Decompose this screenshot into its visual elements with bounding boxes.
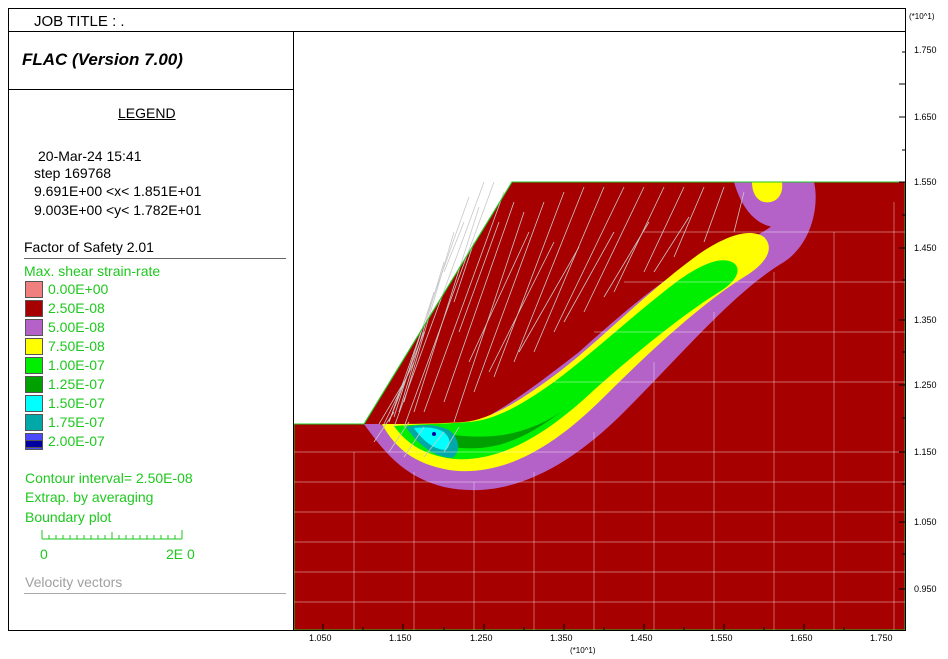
y-tick-3: 1.450 — [914, 243, 937, 253]
x-tick-1: 1.150 — [389, 633, 412, 643]
step-count: step 169768 — [34, 165, 112, 181]
x-tick-0: 1.050 — [309, 633, 332, 643]
legend-swatch-1 — [25, 300, 43, 317]
header-divider — [8, 31, 906, 32]
toe-cyan — [414, 427, 450, 450]
x-tick-3: 1.350 — [550, 633, 573, 643]
scale-end: 2E 0 — [166, 546, 195, 562]
y-tick-4: 1.350 — [914, 315, 937, 325]
legend-label-6: 1.50E-07 — [48, 395, 105, 411]
scale-bar — [41, 530, 183, 540]
extrap-method: Extrap. by averaging — [25, 489, 154, 505]
velocity-vectors-label: Velocity vectors — [25, 574, 123, 590]
slope-boundary — [294, 181, 905, 425]
program-title: FLAC (Version 7.00) — [22, 50, 183, 69]
x-axis-ticks — [322, 624, 845, 630]
legend-swatch-2 — [25, 319, 43, 336]
legend-label-2: 5.00E-08 — [48, 319, 105, 335]
y-tick-6: 1.150 — [914, 447, 937, 457]
x-tick-6: 1.650 — [790, 633, 813, 643]
legend-label-3: 7.50E-08 — [48, 338, 105, 354]
toe-point — [432, 432, 436, 436]
contour-interval: Contour interval= 2.50E-08 — [25, 470, 193, 486]
velocity-vectors — [373, 181, 745, 458]
velocity-mesh — [294, 202, 905, 630]
x-tick-4: 1.450 — [630, 633, 653, 643]
y-tick-7: 1.050 — [914, 517, 937, 527]
boundary-plot: Boundary plot — [25, 509, 112, 525]
legend-heading: LEGEND — [118, 105, 176, 121]
legend-label-8: 2.00E-07 — [48, 433, 105, 449]
y-axis-multiplier: (*10^1) — [909, 12, 935, 21]
legend-label-5: 1.25E-07 — [48, 376, 105, 392]
legend-swatch-6 — [25, 395, 43, 412]
job-title: JOB TITLE : . — [34, 13, 125, 30]
x-tick-2: 1.250 — [470, 633, 493, 643]
y-tick-0: 1.750 — [914, 45, 937, 55]
y-range: 9.003E+00 <y< 1.782E+01 — [34, 202, 202, 218]
date-time: 20-Mar-24 15:41 — [38, 148, 142, 164]
band-purple-top — [734, 182, 815, 228]
legend-label-0: 0.00E+00 — [48, 281, 109, 297]
legend-label-4: 1.00E-07 — [48, 357, 105, 373]
model-plot — [294, 51, 905, 630]
x-tick-7: 1.750 — [870, 633, 893, 643]
title-divider — [8, 89, 293, 90]
y-axis-ticks — [899, 51, 905, 590]
x-axis-multiplier: (*10^1) — [570, 646, 596, 655]
y-tick-2: 1.550 — [914, 177, 937, 187]
band-green — [394, 260, 738, 460]
legend-swatch-4 — [25, 357, 43, 374]
legend-swatch-0 — [25, 281, 43, 298]
legend-label-1: 2.50E-08 — [48, 300, 105, 316]
legend-swatch-5 — [25, 376, 43, 393]
y-tick-8: 0.950 — [914, 584, 937, 594]
band-yellow-top — [752, 182, 783, 203]
x-tick-5: 1.550 — [710, 633, 733, 643]
velocity-underline — [24, 593, 286, 594]
legend-swatch-3 — [25, 338, 43, 355]
legend-swatch-7 — [25, 414, 43, 431]
y-tick-5: 1.250 — [914, 380, 937, 390]
factor-of-safety: Factor of Safety 2.01 — [24, 239, 154, 255]
legend-label-7: 1.75E-07 — [48, 414, 105, 430]
fos-underline — [24, 258, 286, 259]
plot-frame — [8, 8, 906, 631]
panel-divider — [293, 31, 294, 631]
legend-swatch-9 — [25, 440, 43, 448]
x-range: 9.691E+00 <x< 1.851E+01 — [34, 183, 202, 199]
scale-start: 0 — [40, 546, 48, 562]
contour-title: Max. shear strain-rate — [24, 263, 161, 279]
y-tick-1: 1.650 — [914, 112, 937, 122]
